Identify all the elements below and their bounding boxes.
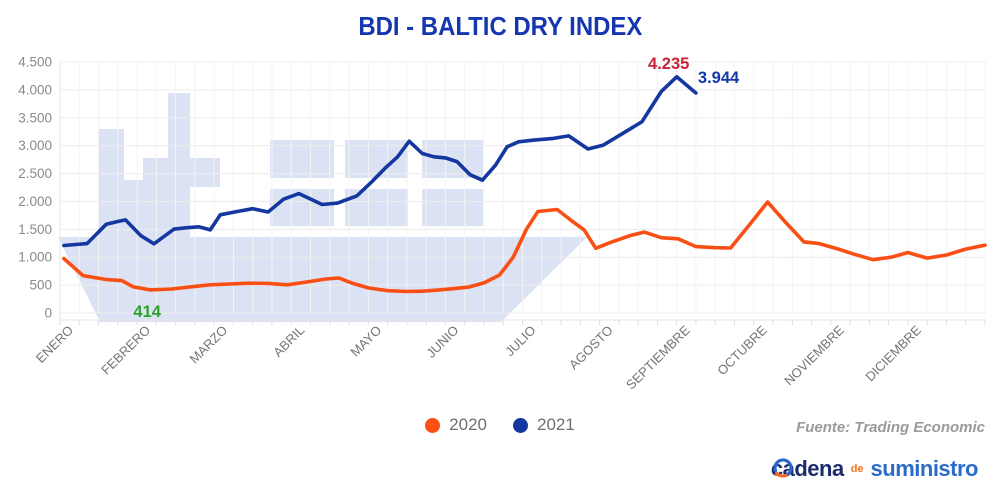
x-axis-label-enero: ENERO: [33, 323, 76, 366]
x-axis-label-septiembre: SEPTIEMBRE: [623, 322, 693, 392]
y-axis-label: 2.500: [18, 166, 52, 181]
x-axis-label-julio: JULIO: [502, 323, 539, 360]
gridlines: [59, 61, 986, 325]
x-axis-label-octubre: OCTUBRE: [714, 322, 770, 378]
y-axis-label: 3.000: [18, 138, 52, 153]
annotation-last-2021: 3.944: [698, 69, 740, 87]
logo-word-de: de: [850, 463, 864, 475]
annotation-peak-2021: 4.235: [648, 55, 689, 73]
ship-superstructure: [98, 93, 220, 237]
y-axis-label: 2.000: [18, 194, 52, 209]
x-axis-label-agosto: AGOSTO: [566, 323, 616, 373]
logo-word-suministro: suministro: [870, 456, 979, 481]
x-axis-label-diciembre: DICIEMBRE: [862, 322, 924, 384]
x-axis-label-noviembre: NOVIEMBRE: [781, 322, 847, 388]
legend-item-2021[interactable]: 2021: [513, 415, 575, 435]
x-axis-label-abril: ABRIL: [270, 323, 307, 360]
ship-container: [270, 140, 334, 178]
logo-circular-arrows-icon: [773, 458, 793, 478]
x-axis-label-junio: JUNIO: [423, 323, 461, 361]
site-logo[interactable]: cadena de suministro: [771, 456, 979, 482]
y-axis-label: 1.000: [18, 250, 52, 265]
chart-legend: 2020 2021: [0, 415, 1000, 435]
series-2021-line: [62, 75, 698, 248]
x-axis-label-mayo: MAYO: [347, 323, 384, 360]
y-axis-label: 0: [44, 306, 52, 321]
legend-item-2020[interactable]: 2020: [425, 415, 487, 435]
annotations: 414 4.235 3.944: [133, 55, 740, 321]
chart-title: BDI - BALTIC DRY INDEX: [0, 11, 1000, 42]
source-note: Fuente: Trading Economic: [796, 419, 985, 436]
legend-label-2021: 2021: [537, 415, 575, 434]
ship-container: [345, 189, 408, 226]
series-2020-line: [62, 200, 987, 294]
y-axis-label: 1.500: [18, 222, 52, 237]
series-lines: [62, 75, 987, 294]
ship-container: [422, 189, 483, 226]
y-axis-label: 3.500: [18, 110, 52, 125]
legend-swatch-2020: [425, 417, 441, 433]
y-axis-label: 4.000: [18, 82, 52, 97]
annotation-low-2020: 414: [133, 303, 161, 321]
x-axis-label-marzo: MARZO: [187, 323, 231, 367]
y-axis-label: 4.500: [18, 55, 52, 70]
legend-swatch-2021: [513, 417, 528, 433]
x-axis-label-febrero: FEBRERO: [98, 323, 153, 378]
legend-label-2020: 2020: [449, 415, 487, 434]
chart-title-text: BDI - BALTIC DRY INDEX: [358, 11, 642, 41]
y-axis-label: 500: [29, 278, 52, 293]
